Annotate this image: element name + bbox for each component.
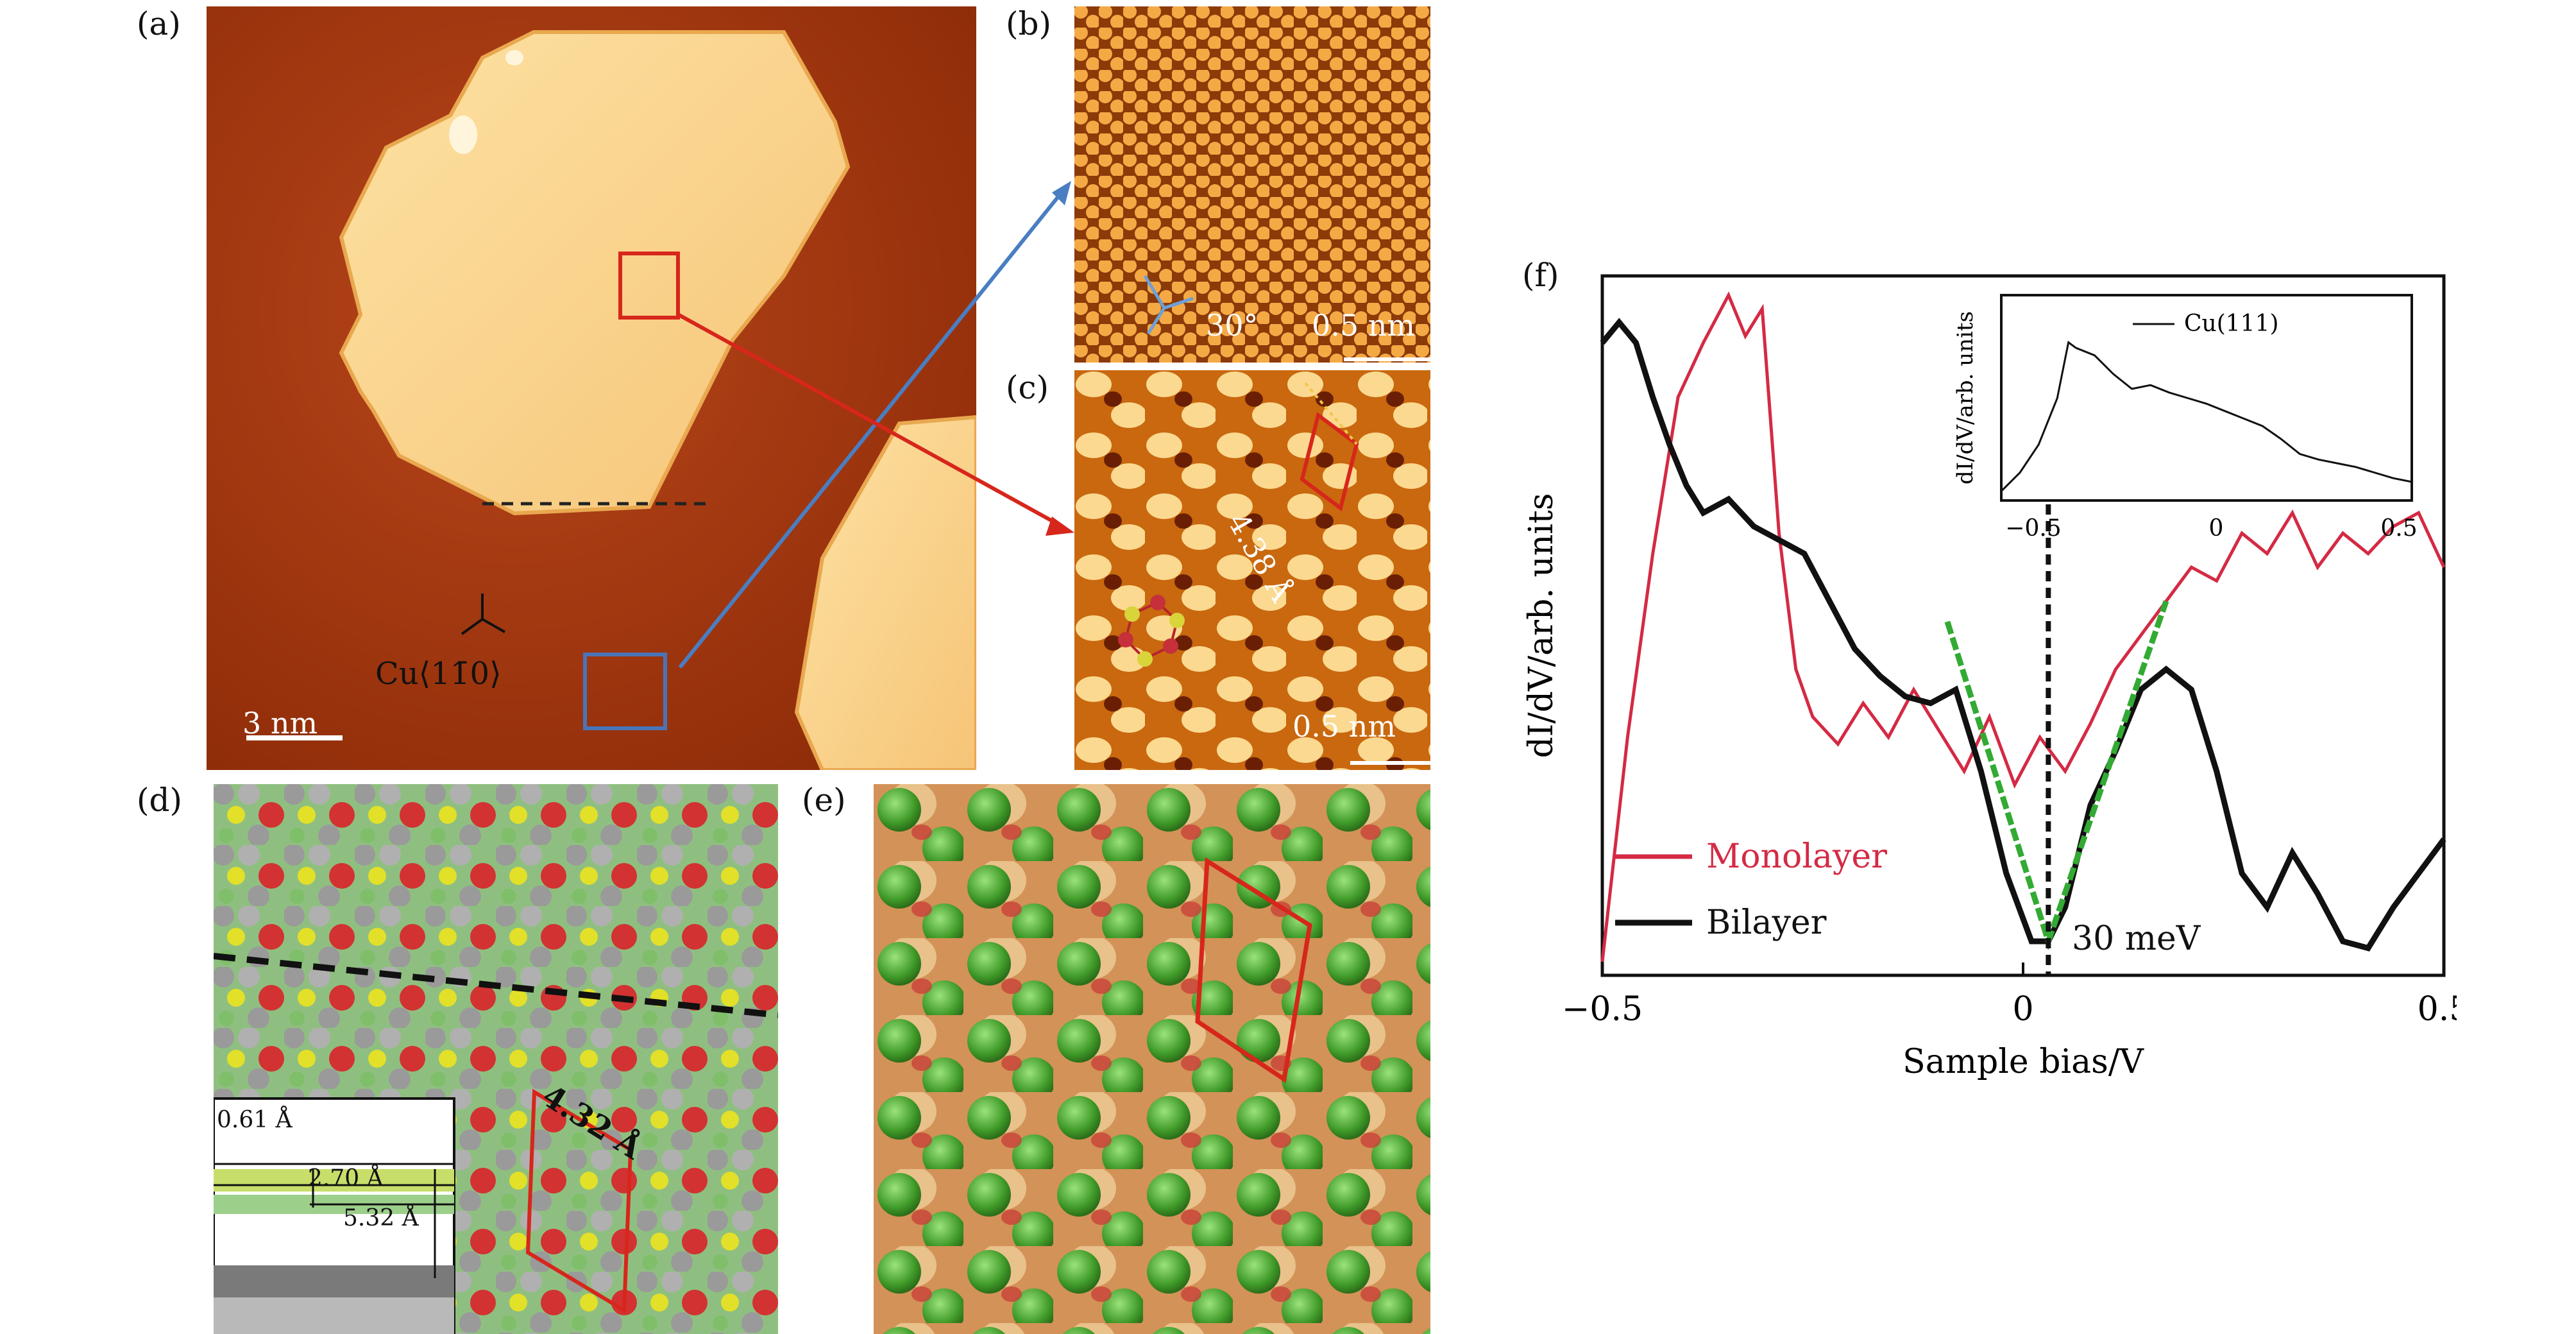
panel-label-b: (b)	[1006, 5, 1052, 42]
scale-label-a: 3 nm	[242, 706, 318, 740]
stm-image-c-canvas	[1074, 370, 1430, 770]
panel-label-d: (d)	[137, 782, 183, 819]
hexagon-model-icon	[1118, 595, 1185, 667]
stm-image-c	[1074, 370, 1430, 770]
simulated-image-e	[874, 784, 1430, 1334]
lattice-arrows-icon	[1143, 275, 1194, 335]
direction-label-a: Cu⟨11̄0⟩	[375, 656, 502, 692]
panel-label-c: (c)	[1006, 369, 1049, 406]
legend-label-bilayer: Bilayer	[1706, 903, 1827, 942]
series-line-monolayer	[1600, 291, 2446, 962]
legend-label-monolayer: Monolayer	[1706, 837, 1887, 876]
inset-label-d2: 2.70 Å	[308, 1165, 384, 1192]
direction-arrows-icon	[461, 594, 505, 635]
scale-label-c: 0.5 nm	[1292, 709, 1396, 744]
panel-label-a: (a)	[137, 5, 181, 42]
atomic-model-d	[214, 784, 778, 1334]
panel-label-e: (e)	[802, 782, 846, 819]
inset-y-axis-label: dI/dV/arb. units	[1953, 311, 1978, 484]
x-tick-zero: 0	[2012, 990, 2033, 1029]
side-view-inset	[214, 1097, 455, 1334]
inset-label-d3: 5.32 Å	[343, 1205, 419, 1231]
inset-chart: Cu(111) −0.5 0 0.5 dI/dV/arb. units	[1953, 294, 2418, 542]
x-axis-label: Sample bias/V	[1902, 1043, 2144, 1081]
unit-cell-c	[1300, 411, 1359, 512]
inset-x-tick-neg: −0.5	[2005, 515, 2061, 542]
scale-label-b: 0.5 nm	[1312, 308, 1416, 343]
dashed-cut-line-d	[214, 953, 778, 1018]
bright-spot	[449, 115, 477, 154]
series-line-bilayer	[1600, 318, 2446, 952]
annotation-30mev: 30 meV	[2072, 919, 2201, 958]
scale-bar-a	[246, 735, 343, 740]
x-tick-pos: 0.5	[2418, 990, 2457, 1029]
inset-legend-label: Cu(111)	[2184, 311, 2279, 337]
x-tick-neg: −0.5	[1562, 990, 1643, 1029]
inset-x-tick-pos: 0.5	[2380, 515, 2417, 542]
stm-image-b-canvas	[1074, 6, 1430, 363]
inset-x-tick-zero: 0	[2209, 515, 2224, 542]
unit-cell-d	[525, 1088, 633, 1314]
stm-image-b	[1074, 6, 1430, 363]
inset-series-line-cu111	[2000, 340, 2412, 492]
angle-label-b: 30°	[1206, 308, 1258, 343]
panel-label-f: (f)	[1522, 257, 1559, 294]
zoom-box-blue	[583, 653, 667, 730]
stm-image-a-canvas	[207, 6, 976, 770]
graphene-flake-secondary	[794, 415, 976, 770]
stm-image-a	[207, 6, 976, 770]
inset-label-d1: 0.61 Å	[217, 1107, 292, 1133]
y-axis-label: dI/dV/arb. units	[1522, 493, 1561, 758]
atomic-model-d-canvas	[214, 784, 778, 1334]
simulated-image-e-canvas	[874, 784, 1430, 1334]
legend: Monolayer Bilayer	[1615, 837, 1887, 942]
unit-cell-e	[1195, 857, 1312, 1083]
zoom-box-red	[618, 252, 680, 320]
sts-chart: Monolayer Bilayer 30 meV −0.5 0 0.5 Samp…	[1522, 274, 2457, 1081]
